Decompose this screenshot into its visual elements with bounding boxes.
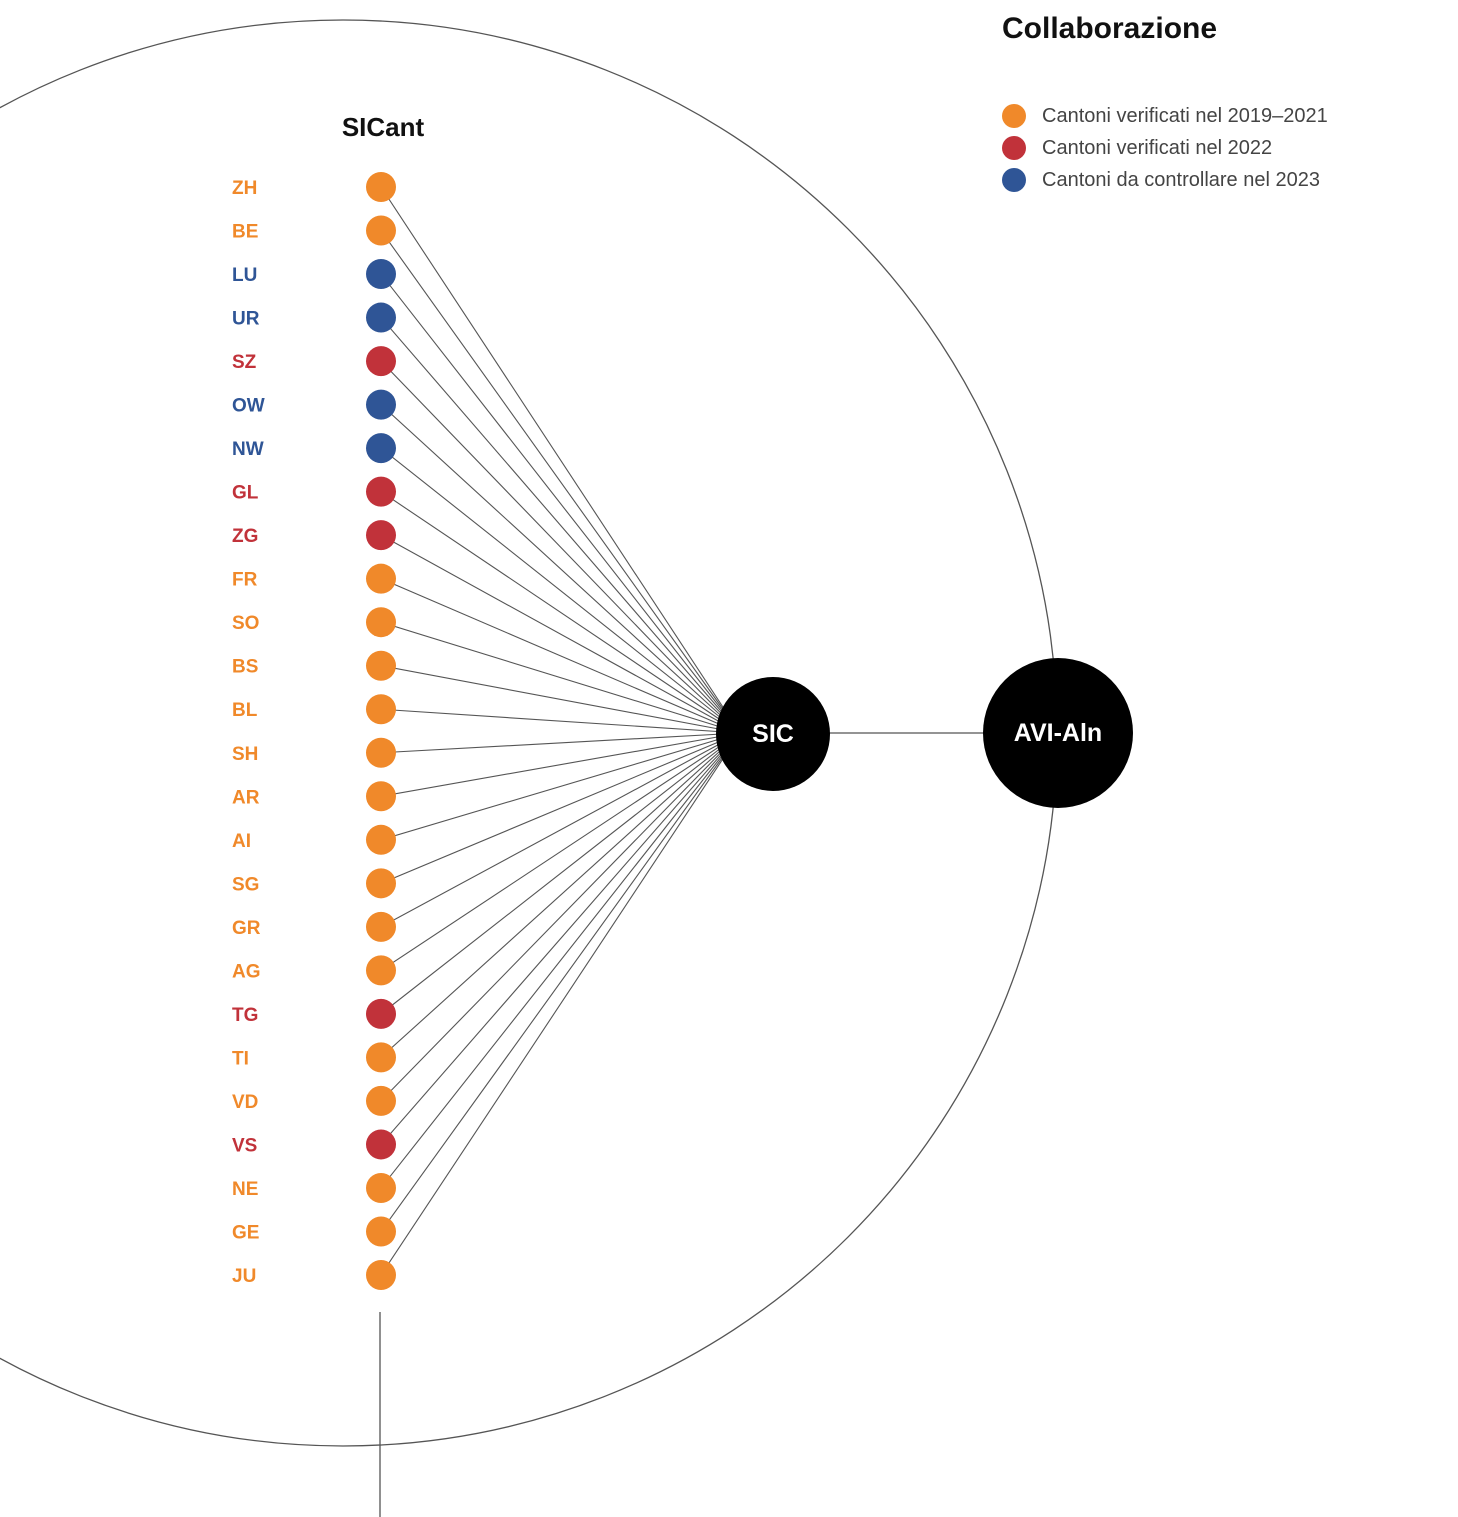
canton-node-ow	[366, 389, 396, 420]
spoke-line-gl	[380, 491, 741, 734]
canton-label-sg: SG	[232, 874, 259, 895]
canton-label-ti: TI	[232, 1048, 249, 1069]
canton-label-bs: BS	[232, 657, 258, 678]
spoke-line-ju	[380, 732, 741, 1276]
canton-label-ju: JU	[232, 1266, 256, 1287]
canton-node-sh	[366, 737, 396, 768]
legend-label: Cantoni verificati nel 2019–2021	[1042, 104, 1328, 127]
canton-node-nw	[366, 433, 396, 464]
spoke-line-so	[380, 621, 741, 734]
canton-label-so: SO	[232, 613, 259, 634]
canton-label-nw: NW	[232, 439, 264, 460]
canton-label-fr: FR	[232, 570, 258, 591]
canton-node-zg	[366, 520, 396, 551]
legend-dot-red	[1002, 136, 1026, 160]
canton-node-bl	[366, 694, 396, 725]
spoke-line-sh	[380, 732, 741, 754]
canton-node-lu	[366, 259, 396, 290]
spoke-line-vd	[380, 732, 741, 1102]
canton-node-ne	[366, 1172, 396, 1203]
sicant-label: SICant	[341, 112, 425, 142]
spoke-line-be	[380, 230, 741, 734]
canton-node-so	[366, 607, 396, 638]
canton-label-ge: GE	[232, 1222, 259, 1243]
canton-node-gl	[366, 476, 396, 507]
spoke-line-ti	[380, 732, 741, 1058]
legend-dot-blue	[1002, 168, 1026, 192]
canton-node-tg	[366, 998, 396, 1029]
legend: Cantoni verificati nel 2019–2021 Cantoni…	[1002, 100, 1328, 196]
spoke-line-ow	[380, 404, 741, 734]
canton-node-sg	[366, 868, 396, 899]
canton-label-ow: OW	[232, 396, 265, 417]
canton-label-ai: AI	[232, 831, 251, 852]
canton-nodes: ZH BE LU UR SZ OW NW GL ZG FR SO BS BL SH AR AI SG GR AG TG…	[232, 172, 396, 1290]
canton-label-sz: SZ	[232, 352, 257, 373]
canton-node-ur	[366, 302, 396, 333]
sic-hub-node: SIC	[716, 677, 830, 791]
legend-item-2019-2021: Cantoni verificati nel 2019–2021	[1002, 100, 1328, 132]
canton-node-sz	[366, 346, 396, 377]
spoke-line-lu	[380, 273, 741, 734]
canton-node-be	[366, 215, 396, 246]
spoke-line-zg	[380, 534, 741, 734]
canton-label-ar: AR	[232, 787, 260, 808]
canton-label-tg: TG	[232, 1005, 258, 1026]
canton-label-zg: ZG	[232, 526, 258, 547]
canton-label-be: BE	[232, 222, 258, 243]
spoke-line-bl	[380, 708, 741, 734]
canton-connector-lines	[380, 186, 741, 1276]
canton-node-ju	[366, 1260, 396, 1290]
canton-node-ge	[366, 1216, 396, 1247]
canton-node-ar	[366, 781, 396, 812]
canton-node-fr	[366, 563, 396, 594]
canton-node-ti	[366, 1042, 396, 1073]
canton-node-zh	[366, 172, 396, 202]
canton-label-lu: LU	[232, 265, 257, 286]
canton-node-gr	[366, 911, 396, 942]
avi-aln-hub-node: AVI-Aln	[983, 658, 1133, 808]
sic-hub-label: SIC	[752, 719, 794, 748]
spoke-line-ge	[380, 732, 741, 1232]
spoke-line-gr	[380, 732, 741, 928]
canton-label-gr: GR	[232, 918, 261, 939]
legend-label: Cantoni da controllare nel 2023	[1042, 168, 1320, 191]
canton-node-bs	[366, 650, 396, 681]
canton-label-sh: SH	[232, 744, 258, 765]
canton-label-ag: AG	[232, 961, 261, 982]
spoke-line-ar	[380, 732, 741, 797]
spoke-line-ur	[380, 317, 741, 734]
legend-label: Cantoni verificati nel 2022	[1042, 136, 1273, 159]
spoke-line-tg	[380, 732, 741, 1015]
canton-label-ur: UR	[232, 309, 260, 330]
legend-item-2022: Cantoni verificati nel 2022	[1002, 132, 1328, 164]
spoke-line-sg	[380, 732, 741, 884]
spoke-line-ag	[380, 732, 741, 971]
canton-label-ne: NE	[232, 1179, 258, 1200]
canton-node-vs	[366, 1129, 396, 1160]
canton-node-vd	[366, 1085, 396, 1116]
spoke-line-nw	[380, 447, 741, 734]
spoke-line-zh	[380, 186, 741, 734]
canton-label-vd: VD	[232, 1092, 258, 1113]
spoke-line-fr	[380, 578, 741, 734]
canton-label-bl: BL	[232, 700, 258, 721]
spoke-line-ai	[380, 732, 741, 841]
spoke-line-ne	[380, 732, 741, 1189]
legend-dot-orange	[1002, 104, 1026, 128]
spoke-line-bs	[380, 665, 741, 734]
canton-label-zh: ZH	[232, 178, 257, 199]
legend-item-2023: Cantoni da controllare nel 2023	[1002, 164, 1328, 196]
canton-label-vs: VS	[232, 1135, 257, 1156]
spoke-line-vs	[380, 732, 741, 1145]
canton-node-ai	[366, 824, 396, 855]
diagram-title: Collaborazione	[1002, 12, 1218, 45]
spoke-line-sz	[380, 360, 741, 734]
canton-node-ag	[366, 955, 396, 986]
canton-label-gl: GL	[232, 483, 259, 504]
avi-aln-hub-label: AVI-Aln	[1013, 718, 1103, 747]
